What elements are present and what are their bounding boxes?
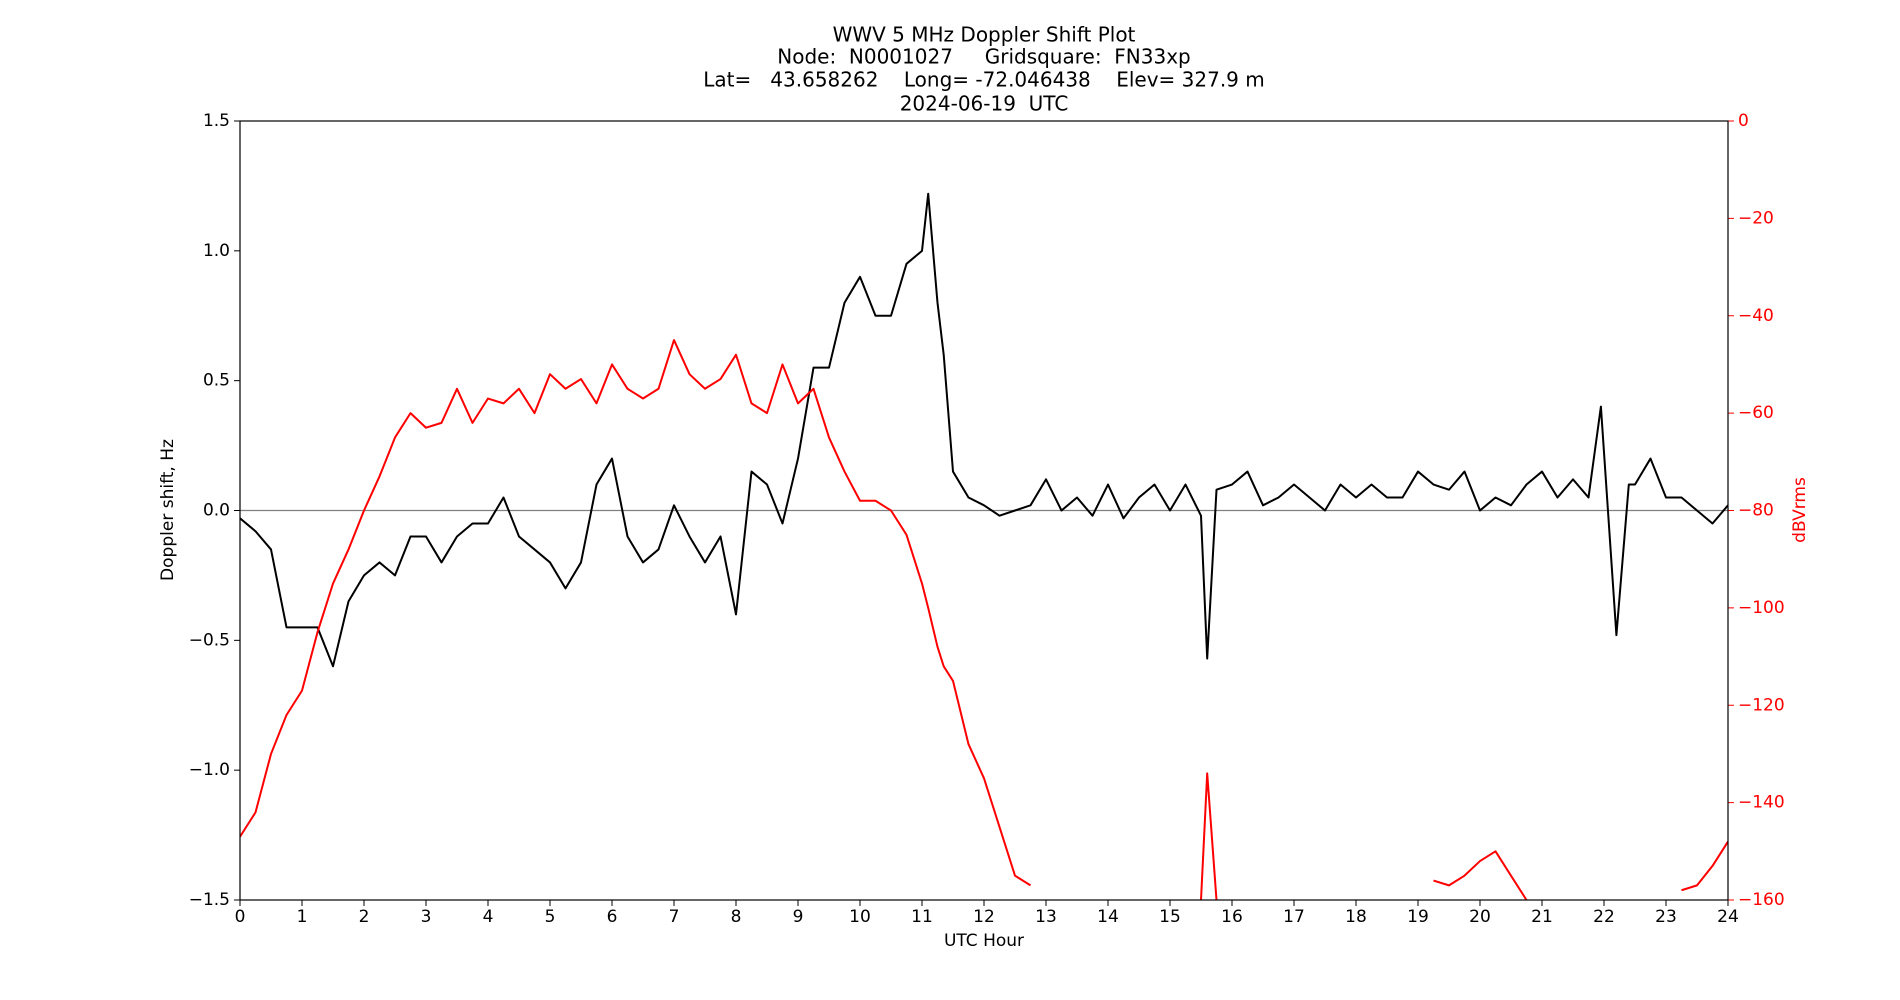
x-tick-label: 15	[1159, 907, 1181, 927]
x-tick-label: 10	[849, 907, 871, 927]
x-tick-label: 1	[297, 907, 308, 927]
x-tick-label: 12	[973, 907, 995, 927]
x-tick-label: 19	[1407, 907, 1429, 927]
y-tick-label: 1.5	[203, 111, 230, 131]
y-tick-label: −0.5	[189, 630, 230, 650]
x-tick-label: 14	[1097, 907, 1119, 927]
plot-frame	[239, 120, 1729, 901]
chart-subtitle: Lat= 43.658262 Long= -72.046438 Elev= 32…	[703, 68, 1265, 92]
x-tick-label: 6	[607, 907, 618, 927]
y-tick-label: −1.5	[189, 890, 230, 910]
y2-tick-label: −20	[1738, 208, 1774, 228]
y2-tick-label: −100	[1738, 598, 1785, 618]
x-tick-label: 4	[483, 907, 494, 927]
x-tick-label: 24	[1717, 907, 1739, 927]
x-tick-label: 17	[1283, 907, 1305, 927]
y2-tick-label: −60	[1738, 403, 1774, 423]
x-tick-label: 7	[669, 907, 680, 927]
series-line	[240, 339, 1728, 900]
y2-axis-label: dBVrms	[1790, 477, 1810, 543]
x-tick-label: 21	[1531, 907, 1553, 927]
x-tick-label: 16	[1221, 907, 1243, 927]
y-tick-label: −1.0	[189, 760, 230, 780]
x-tick-label: 8	[731, 907, 742, 927]
x-tick-label: 3	[421, 907, 432, 927]
series-line	[240, 192, 1728, 668]
x-tick-label: 0	[235, 907, 246, 927]
x-tick-label: 23	[1655, 907, 1677, 927]
x-tick-label: 11	[911, 907, 933, 927]
y2-tick-label: −140	[1738, 793, 1785, 813]
chart-subtitle: 2024-06-19 UTC	[900, 92, 1069, 116]
y-tick-label: 0.5	[203, 371, 230, 391]
x-tick-label: 20	[1469, 907, 1491, 927]
x-tick-label: 18	[1345, 907, 1367, 927]
y-tick-label: 1.0	[203, 241, 230, 261]
x-tick-label: 5	[545, 907, 556, 927]
chart-subtitle: Node: N0001027 Gridsquare: FN33xp	[777, 45, 1190, 69]
x-tick-label: 22	[1593, 907, 1615, 927]
y2-tick-label: −120	[1738, 695, 1785, 715]
y2-tick-label: −40	[1738, 306, 1774, 326]
y-axis-label: Doppler shift, Hz	[158, 439, 178, 581]
chart-title: WWV 5 MHz Doppler Shift Plot	[833, 23, 1136, 47]
y2-tick-label: 0	[1738, 111, 1749, 131]
x-tick-label: 13	[1035, 907, 1057, 927]
x-tick-label: 9	[793, 907, 804, 927]
x-axis-label: UTC Hour	[944, 931, 1024, 951]
x-tick-label: 2	[359, 907, 370, 927]
y2-tick-label: −80	[1738, 501, 1774, 521]
y2-tick-label: −160	[1738, 890, 1785, 910]
y-tick-label: 0.0	[203, 501, 230, 521]
